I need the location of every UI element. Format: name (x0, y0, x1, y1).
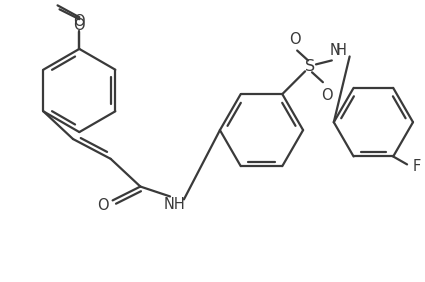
Text: O: O (74, 14, 85, 29)
Text: H: H (335, 43, 346, 58)
Text: S: S (305, 59, 315, 74)
Text: NH: NH (164, 197, 186, 212)
Text: F: F (413, 159, 421, 174)
Text: O: O (74, 18, 85, 33)
Text: O: O (97, 198, 108, 213)
Text: N: N (329, 43, 340, 58)
Text: O: O (321, 88, 333, 103)
Text: O: O (289, 32, 301, 47)
